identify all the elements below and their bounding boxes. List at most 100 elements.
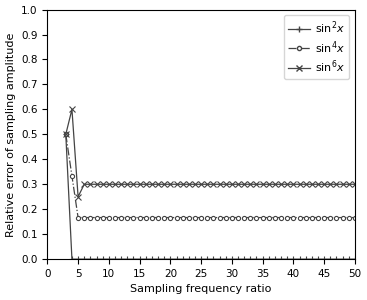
$\mathregular{sin^6x}$ (193, 182, 197, 186)
$\mathregular{sin^6x}$ (266, 182, 271, 186)
$\mathregular{sin^6x}$ (88, 182, 92, 186)
$\mathregular{sin^4x}$ (63, 133, 68, 136)
$\mathregular{sin^2x}$ (230, 257, 234, 261)
$\mathregular{sin^6x}$ (113, 182, 117, 186)
$\mathregular{sin^4x}$ (334, 216, 339, 219)
$\mathregular{sin^4x}$ (119, 216, 123, 219)
$\mathregular{sin^6x}$ (82, 182, 87, 186)
$\mathregular{sin^2x}$ (334, 257, 339, 261)
$\mathregular{sin^6x}$ (291, 182, 295, 186)
$\mathregular{sin^2x}$ (131, 257, 136, 261)
$\mathregular{sin^4x}$ (322, 216, 326, 219)
$\mathregular{sin^2x}$ (76, 257, 80, 261)
$\mathregular{sin^6x}$ (119, 182, 123, 186)
$\mathregular{sin^6x}$ (279, 182, 283, 186)
$\mathregular{sin^6x}$ (273, 182, 277, 186)
$\mathregular{sin^2x}$ (199, 257, 203, 261)
$\mathregular{sin^4x}$ (236, 216, 240, 219)
$\mathregular{sin^4x}$ (291, 216, 295, 219)
$\mathregular{sin^6x}$ (322, 182, 326, 186)
$\mathregular{sin^2x}$ (261, 257, 265, 261)
$\mathregular{sin^4x}$ (137, 216, 142, 219)
$\mathregular{sin^4x}$ (94, 216, 99, 219)
$\mathregular{sin^6x}$ (261, 182, 265, 186)
$\mathregular{sin^6x}$ (353, 182, 357, 186)
$\mathregular{sin^6x}$ (107, 182, 111, 186)
$\mathregular{sin^4x}$ (70, 174, 74, 178)
$\mathregular{sin^2x}$ (162, 257, 166, 261)
$\mathregular{sin^6x}$ (137, 182, 142, 186)
$\mathregular{sin^4x}$ (310, 216, 314, 219)
$\mathregular{sin^4x}$ (125, 216, 130, 219)
$\mathregular{sin^2x}$ (322, 257, 326, 261)
$\mathregular{sin^4x}$ (340, 216, 345, 219)
$\mathregular{sin^6x}$ (310, 182, 314, 186)
$\mathregular{sin^6x}$ (186, 182, 191, 186)
$\mathregular{sin^4x}$ (273, 216, 277, 219)
$\mathregular{sin^2x}$ (346, 257, 351, 261)
$\mathregular{sin^2x}$ (273, 257, 277, 261)
$\mathregular{sin^6x}$ (230, 182, 234, 186)
$\mathregular{sin^4x}$ (285, 216, 290, 219)
$\mathregular{sin^2x}$ (254, 257, 259, 261)
$\mathregular{sin^2x}$ (63, 133, 68, 136)
$\mathregular{sin^6x}$ (162, 182, 166, 186)
$\mathregular{sin^6x}$ (205, 182, 210, 186)
$\mathregular{sin^2x}$ (101, 257, 105, 261)
$\mathregular{sin^4x}$ (261, 216, 265, 219)
$\mathregular{sin^2x}$ (181, 257, 185, 261)
$\mathregular{sin^6x}$ (125, 182, 130, 186)
$\mathregular{sin^4x}$ (82, 216, 87, 219)
$\mathregular{sin^4x}$ (168, 216, 172, 219)
$\mathregular{sin^2x}$ (119, 257, 123, 261)
$\mathregular{sin^2x}$ (217, 257, 222, 261)
$\mathregular{sin^4x}$ (101, 216, 105, 219)
$\mathregular{sin^4x}$ (199, 216, 203, 219)
$\mathregular{sin^6x}$ (174, 182, 179, 186)
$\mathregular{sin^6x}$ (217, 182, 222, 186)
$\mathregular{sin^6x}$ (168, 182, 172, 186)
$\mathregular{sin^6x}$ (94, 182, 99, 186)
$\mathregular{sin^4x}$ (186, 216, 191, 219)
$\mathregular{sin^4x}$ (174, 216, 179, 219)
$\mathregular{sin^4x}$ (248, 216, 252, 219)
$\mathregular{sin^2x}$ (150, 257, 154, 261)
$\mathregular{sin^2x}$ (353, 257, 357, 261)
$\mathregular{sin^2x}$ (242, 257, 246, 261)
$\mathregular{sin^4x}$ (279, 216, 283, 219)
$\mathregular{sin^4x}$ (346, 216, 351, 219)
$\mathregular{sin^2x}$ (297, 257, 302, 261)
$\mathregular{sin^4x}$ (316, 216, 320, 219)
$\mathregular{sin^6x}$ (63, 133, 68, 136)
$\mathregular{sin^4x}$ (242, 216, 246, 219)
$\mathregular{sin^2x}$ (279, 257, 283, 261)
$\mathregular{sin^6x}$ (199, 182, 203, 186)
$\mathregular{sin^2x}$ (193, 257, 197, 261)
$\mathregular{sin^6x}$ (211, 182, 215, 186)
$\mathregular{sin^2x}$ (304, 257, 308, 261)
$\mathregular{sin^6x}$ (101, 182, 105, 186)
$\mathregular{sin^2x}$ (186, 257, 191, 261)
$\mathregular{sin^4x}$ (205, 216, 210, 219)
$\mathregular{sin^2x}$ (248, 257, 252, 261)
Line: $\mathregular{sin^6x}$: $\mathregular{sin^6x}$ (63, 106, 358, 200)
$\mathregular{sin^4x}$ (131, 216, 136, 219)
$\mathregular{sin^6x}$ (304, 182, 308, 186)
$\mathregular{sin^2x}$ (143, 257, 148, 261)
$\mathregular{sin^2x}$ (205, 257, 210, 261)
Line: $\mathregular{sin^2x}$: $\mathregular{sin^2x}$ (63, 132, 358, 262)
$\mathregular{sin^6x}$ (236, 182, 240, 186)
$\mathregular{sin^2x}$ (107, 257, 111, 261)
$\mathregular{sin^6x}$ (316, 182, 320, 186)
$\mathregular{sin^6x}$ (328, 182, 333, 186)
$\mathregular{sin^2x}$ (224, 257, 228, 261)
$\mathregular{sin^2x}$ (137, 257, 142, 261)
$\mathregular{sin^2x}$ (70, 257, 74, 261)
$\mathregular{sin^4x}$ (76, 216, 80, 219)
$\mathregular{sin^6x}$ (131, 182, 136, 186)
$\mathregular{sin^6x}$ (70, 108, 74, 111)
$\mathregular{sin^4x}$ (328, 216, 333, 219)
$\mathregular{sin^6x}$ (156, 182, 160, 186)
$\mathregular{sin^4x}$ (193, 216, 197, 219)
$\mathregular{sin^4x}$ (304, 216, 308, 219)
